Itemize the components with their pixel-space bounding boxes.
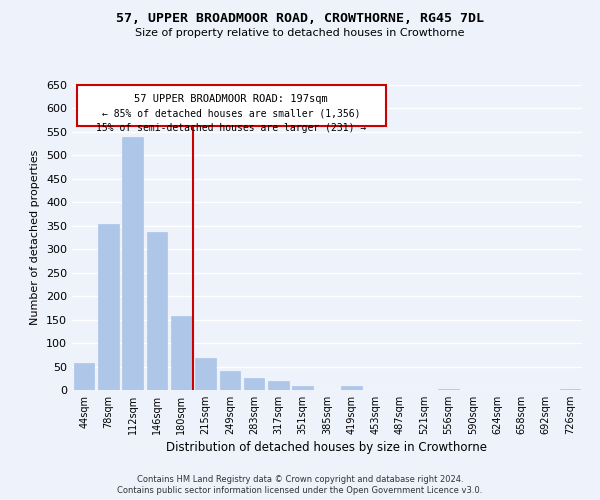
Bar — [195, 358, 216, 390]
Bar — [122, 136, 143, 390]
Bar — [268, 380, 289, 390]
Bar — [98, 224, 119, 390]
Bar — [341, 386, 362, 390]
Text: ← 85% of detached houses are smaller (1,356): ← 85% of detached houses are smaller (1,… — [102, 109, 361, 119]
Bar — [74, 364, 94, 390]
Y-axis label: Number of detached properties: Number of detached properties — [31, 150, 40, 325]
FancyBboxPatch shape — [77, 85, 386, 126]
Text: 57 UPPER BROADMOOR ROAD: 197sqm: 57 UPPER BROADMOOR ROAD: 197sqm — [134, 94, 328, 104]
Text: 15% of semi-detached houses are larger (231) →: 15% of semi-detached houses are larger (… — [96, 123, 367, 133]
Bar — [292, 386, 313, 390]
Bar — [220, 371, 240, 390]
Text: Size of property relative to detached houses in Crowthorne: Size of property relative to detached ho… — [135, 28, 465, 38]
Text: 57, UPPER BROADMOOR ROAD, CROWTHORNE, RG45 7DL: 57, UPPER BROADMOOR ROAD, CROWTHORNE, RG… — [116, 12, 484, 26]
Bar — [438, 388, 459, 390]
Bar — [146, 232, 167, 390]
Text: Contains public sector information licensed under the Open Government Licence v3: Contains public sector information licen… — [118, 486, 482, 495]
Bar — [560, 388, 580, 390]
X-axis label: Distribution of detached houses by size in Crowthorne: Distribution of detached houses by size … — [167, 441, 487, 454]
Bar — [244, 378, 265, 390]
Text: Contains HM Land Registry data © Crown copyright and database right 2024.: Contains HM Land Registry data © Crown c… — [137, 475, 463, 484]
Bar — [171, 316, 191, 390]
